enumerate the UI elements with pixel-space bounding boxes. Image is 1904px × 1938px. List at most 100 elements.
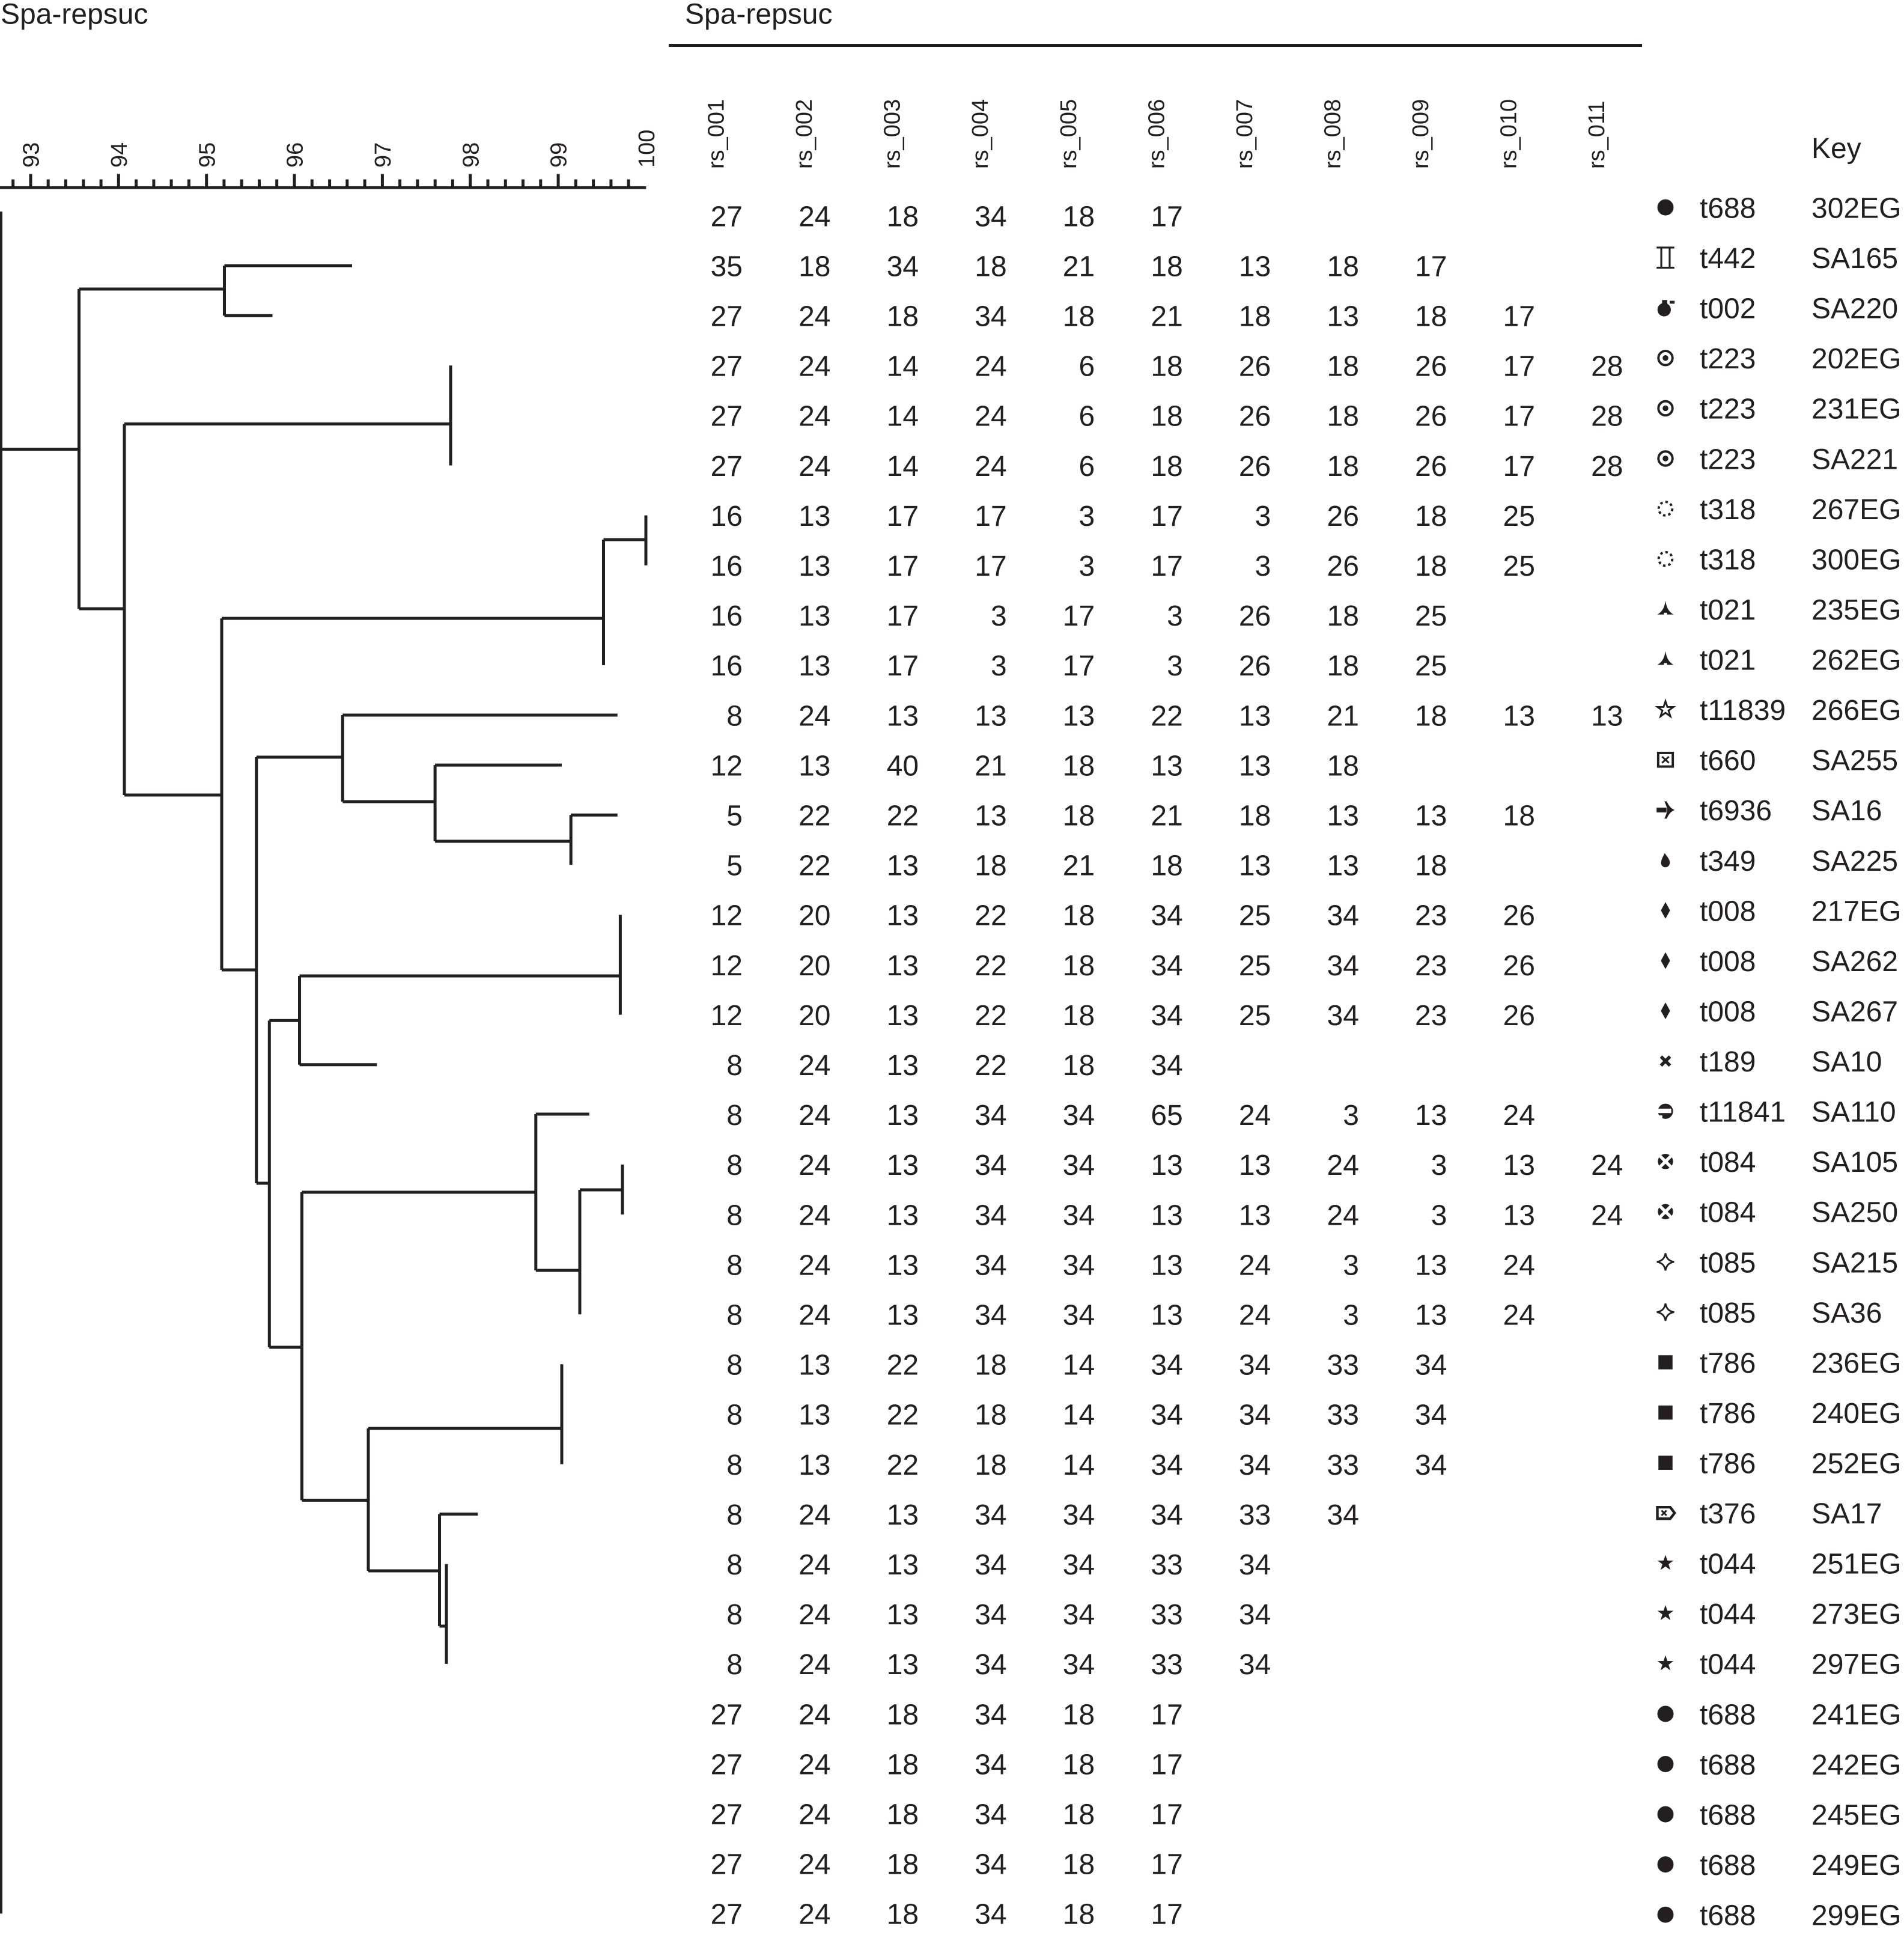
svg-text:34: 34 <box>1239 1649 1271 1681</box>
svg-text:18: 18 <box>1327 750 1359 782</box>
svg-text:26: 26 <box>1239 600 1271 632</box>
svg-text:t318: t318 <box>1700 494 1756 526</box>
svg-text:t688: t688 <box>1700 1850 1756 1882</box>
svg-text:18: 18 <box>1415 850 1447 882</box>
svg-text:17: 17 <box>1063 650 1095 682</box>
svg-text:17: 17 <box>1503 401 1535 433</box>
svg-text:240EG: 240EG <box>1811 1398 1901 1430</box>
svg-text:18: 18 <box>1063 1899 1095 1931</box>
svg-text:33: 33 <box>1239 1499 1271 1531</box>
svg-text:8: 8 <box>726 1649 743 1681</box>
svg-text:SA255: SA255 <box>1811 745 1898 777</box>
svg-text:24: 24 <box>1239 1249 1271 1281</box>
svg-text:SA110: SA110 <box>1811 1097 1896 1129</box>
svg-text:18: 18 <box>1239 800 1271 832</box>
svg-text:13: 13 <box>887 1499 919 1531</box>
svg-text:t688: t688 <box>1700 1799 1756 1831</box>
svg-text:8: 8 <box>726 1199 743 1231</box>
svg-text:17: 17 <box>975 501 1006 532</box>
svg-text:13: 13 <box>1151 1199 1182 1231</box>
svg-text:24: 24 <box>975 401 1006 433</box>
svg-text:3: 3 <box>991 650 1007 682</box>
svg-text:26: 26 <box>1415 401 1447 433</box>
svg-text:25: 25 <box>1415 650 1447 682</box>
svg-text:24: 24 <box>798 1649 830 1681</box>
svg-text:13: 13 <box>1503 700 1535 732</box>
svg-text:17: 17 <box>1503 351 1535 383</box>
svg-text:13: 13 <box>887 1000 919 1032</box>
svg-text:27: 27 <box>711 401 743 433</box>
svg-text:34: 34 <box>1415 1449 1447 1481</box>
svg-text:24: 24 <box>798 1799 830 1831</box>
svg-text:34: 34 <box>975 1699 1006 1731</box>
svg-text:6: 6 <box>1078 451 1095 483</box>
svg-text:3: 3 <box>1255 550 1271 582</box>
svg-text:34: 34 <box>975 1199 1006 1231</box>
svg-text:t223: t223 <box>1700 443 1756 475</box>
svg-text:34: 34 <box>1239 1400 1271 1431</box>
svg-text:18: 18 <box>1151 251 1182 282</box>
svg-text:17: 17 <box>1063 600 1095 632</box>
svg-text:8: 8 <box>726 1350 743 1382</box>
svg-text:3: 3 <box>1431 1199 1447 1231</box>
svg-text:24: 24 <box>798 1100 830 1132</box>
svg-text:12: 12 <box>711 750 743 782</box>
svg-text:21: 21 <box>1063 251 1095 282</box>
svg-text:34: 34 <box>1415 1350 1447 1382</box>
svg-text:3: 3 <box>1078 501 1095 532</box>
svg-text:17: 17 <box>887 600 919 632</box>
svg-text:22: 22 <box>1151 700 1182 732</box>
svg-text:5: 5 <box>726 800 743 832</box>
svg-text:231EG: 231EG <box>1811 394 1901 425</box>
svg-text:24: 24 <box>798 1249 830 1281</box>
svg-text:3: 3 <box>1167 600 1183 632</box>
svg-text:34: 34 <box>975 1150 1006 1181</box>
svg-text:18: 18 <box>1151 351 1182 383</box>
svg-text:26: 26 <box>1239 451 1271 483</box>
svg-text:13: 13 <box>887 850 919 882</box>
svg-text:13: 13 <box>887 1050 919 1082</box>
svg-text:34: 34 <box>1239 1549 1271 1581</box>
svg-text:13: 13 <box>1239 251 1271 282</box>
svg-text:18: 18 <box>887 1899 919 1931</box>
svg-text:22: 22 <box>975 1000 1006 1032</box>
svg-text:t084: t084 <box>1700 1147 1756 1178</box>
svg-text:18: 18 <box>1151 451 1182 483</box>
svg-text:t376: t376 <box>1700 1498 1756 1530</box>
svg-text:34: 34 <box>1063 1300 1095 1332</box>
svg-text:26: 26 <box>1239 351 1271 383</box>
svg-text:8: 8 <box>726 1599 743 1631</box>
svg-text:13: 13 <box>1151 1150 1182 1181</box>
svg-text:18: 18 <box>1063 1849 1095 1881</box>
svg-text:25: 25 <box>1503 550 1535 582</box>
svg-text:22: 22 <box>975 900 1006 932</box>
svg-text:24: 24 <box>798 1899 830 1931</box>
svg-text:18: 18 <box>1151 850 1182 882</box>
svg-text:24: 24 <box>798 1849 830 1881</box>
svg-text:14: 14 <box>1063 1400 1095 1431</box>
svg-text:24: 24 <box>798 1499 830 1531</box>
svg-text:13: 13 <box>798 1350 830 1382</box>
svg-text:34: 34 <box>975 1649 1006 1681</box>
svg-text:t660: t660 <box>1700 745 1756 777</box>
svg-text:13: 13 <box>1239 700 1271 732</box>
svg-text:24: 24 <box>798 1300 830 1332</box>
svg-text:33: 33 <box>1151 1649 1182 1681</box>
svg-text:24: 24 <box>798 1599 830 1631</box>
svg-text:SA16: SA16 <box>1811 795 1882 827</box>
svg-text:18: 18 <box>1151 401 1182 433</box>
svg-text:17: 17 <box>1503 301 1535 333</box>
svg-text:13: 13 <box>798 501 830 532</box>
svg-text:34: 34 <box>1239 1350 1271 1382</box>
svg-text:t786: t786 <box>1700 1347 1756 1379</box>
svg-text:34: 34 <box>975 1499 1006 1531</box>
svg-text:26: 26 <box>1327 501 1359 532</box>
svg-text:16: 16 <box>711 501 743 532</box>
svg-text:27: 27 <box>711 1699 743 1731</box>
svg-text:34: 34 <box>975 1899 1006 1931</box>
svg-text:18: 18 <box>1063 1699 1095 1731</box>
svg-text:24: 24 <box>798 451 830 483</box>
svg-text:18: 18 <box>1327 401 1359 433</box>
svg-text:266EG: 266EG <box>1811 695 1901 727</box>
svg-text:251EG: 251EG <box>1811 1549 1901 1580</box>
